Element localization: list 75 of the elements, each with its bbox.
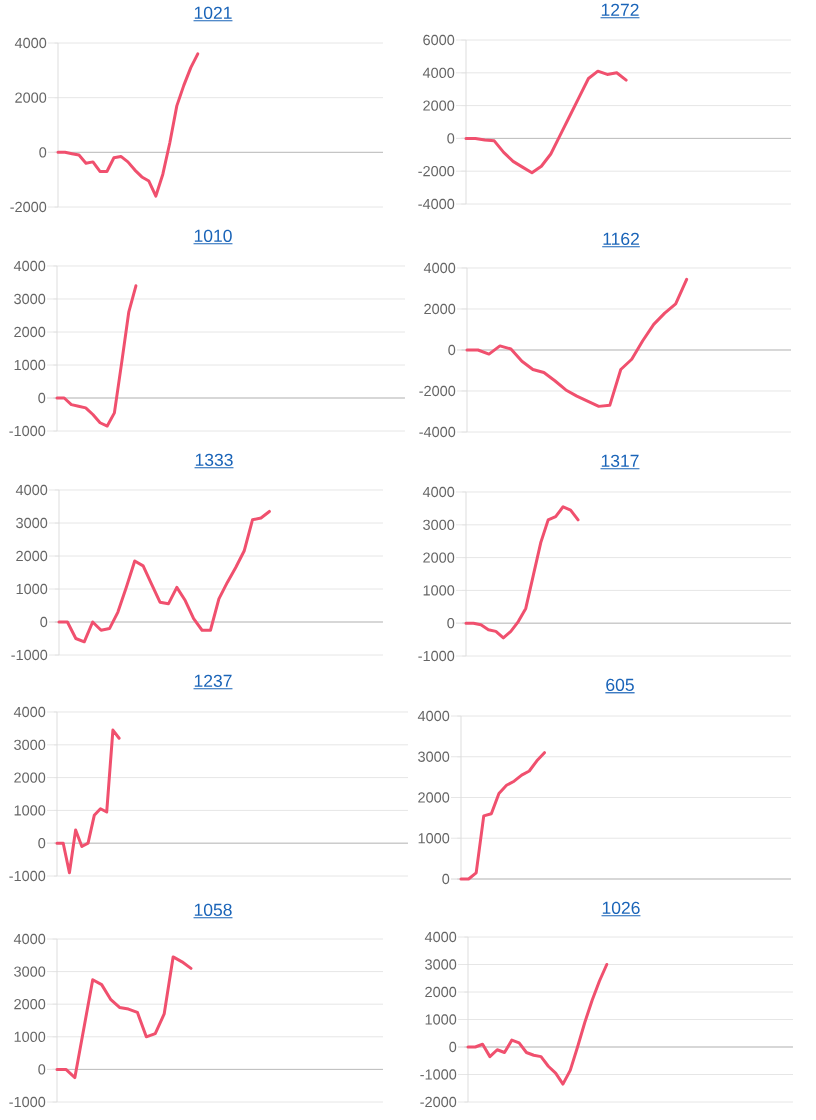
y-tick-label: -2000 — [420, 1096, 457, 1108]
chart-title: 1162 — [603, 232, 639, 246]
y-tick-label: 4000 — [13, 706, 46, 718]
y-tick-label: -4000 — [419, 426, 456, 438]
y-tick-label: 3000 — [14, 739, 46, 750]
y-tick-label: 4000 — [14, 37, 47, 49]
y-tick-label: -2000 — [418, 166, 455, 177]
y-tick-label: 4000 — [423, 262, 456, 274]
line-series — [464, 505, 580, 640]
y-tick-label: 3000 — [423, 519, 455, 530]
y-tick-label: -4000 — [418, 198, 455, 210]
y-tick-label: -1000 — [9, 870, 46, 882]
chart-title: 1021 — [194, 6, 232, 20]
y-tick-label: 4000 — [422, 486, 455, 498]
chart-title: 1058 — [194, 903, 232, 917]
y-tick-label: -2000 — [10, 201, 47, 213]
line-series — [464, 69, 628, 175]
line-series — [55, 284, 138, 428]
y-tick-label: 1000 — [14, 805, 46, 816]
y-tick-label: 0 — [447, 618, 455, 629]
y-tick-label: 3000 — [425, 959, 457, 970]
y-tick-label: -1000 — [418, 650, 455, 662]
y-tick-label: 3000 — [418, 751, 450, 762]
y-tick-label: 0 — [38, 392, 46, 404]
y-tick-label: 0 — [449, 1041, 457, 1053]
y-tick-label: 1000 — [14, 359, 46, 371]
y-tick-label: 4000 — [13, 260, 46, 272]
chart-title: 605 — [606, 678, 634, 692]
y-tick-label: 4000 — [15, 484, 48, 496]
y-tick-label: 0 — [447, 133, 455, 144]
y-tick-label: 2000 — [425, 986, 457, 998]
y-tick-label: 2000 — [16, 550, 48, 562]
y-tick-label: 1000 — [16, 583, 48, 595]
y-tick-label: -1000 — [420, 1069, 457, 1080]
y-tick-label: 2000 — [423, 100, 455, 111]
y-tick-label: 1000 — [423, 585, 455, 596]
line-series — [57, 509, 271, 644]
y-tick-label: 4000 — [424, 931, 457, 943]
y-tick-label: 1000 — [425, 1014, 457, 1025]
y-tick-label: -2000 — [419, 385, 456, 397]
y-tick-label: 0 — [40, 616, 48, 628]
y-tick-label: 4000 — [422, 67, 455, 78]
chart-title: 1237 — [194, 674, 232, 688]
line-series — [466, 963, 609, 1086]
y-tick-label: 2000 — [14, 326, 46, 338]
line-series — [55, 728, 121, 875]
y-tick-label: 0 — [448, 344, 456, 356]
y-tick-label: -1000 — [9, 1096, 46, 1108]
y-tick-label: 6000 — [423, 34, 455, 46]
y-tick-label: 2000 — [424, 303, 456, 315]
y-tick-label: 1000 — [418, 833, 450, 844]
y-tick-label: 2000 — [418, 792, 450, 803]
y-tick-label: 0 — [39, 147, 47, 158]
y-tick-label: 0 — [442, 873, 450, 885]
chart-title: 1272 — [601, 3, 639, 16]
chart-title: 1010 — [194, 229, 232, 243]
line-series — [459, 751, 546, 881]
y-tick-label: 2000 — [15, 92, 47, 103]
chart-title: 1026 — [602, 901, 640, 915]
y-tick-label: 1000 — [14, 1031, 46, 1042]
y-tick-label: 4000 — [417, 710, 450, 722]
y-tick-label: 3000 — [14, 966, 46, 977]
y-tick-label: 3000 — [16, 517, 48, 529]
y-tick-label: -1000 — [9, 425, 46, 437]
line-series — [56, 52, 200, 198]
y-tick-label: 4000 — [13, 933, 46, 945]
y-tick-label: 2000 — [14, 772, 46, 783]
y-tick-label: -1000 — [11, 649, 48, 661]
chart-title: 1333 — [195, 453, 233, 467]
chart-title: 1317 — [601, 454, 639, 468]
y-tick-label: 2000 — [423, 552, 455, 563]
y-tick-label: 3000 — [14, 293, 46, 305]
y-tick-label: 0 — [38, 838, 46, 849]
y-tick-label: 0 — [38, 1064, 46, 1075]
y-tick-label: 2000 — [14, 999, 46, 1010]
